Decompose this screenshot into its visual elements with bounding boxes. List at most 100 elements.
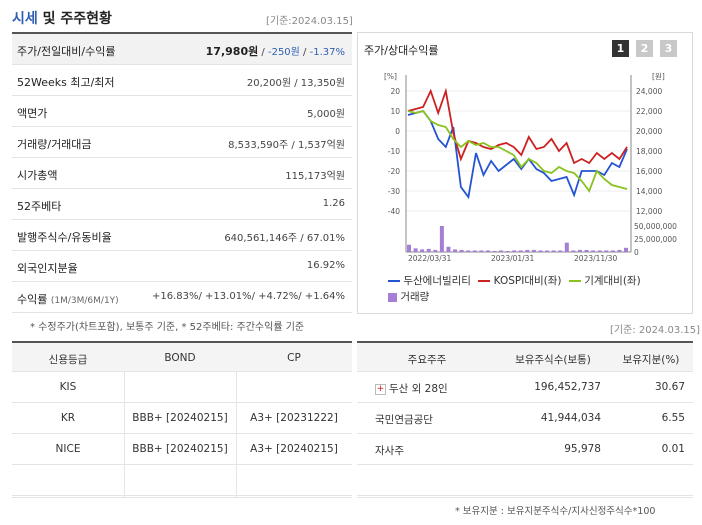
row-label: 거래량/거래대금	[17, 138, 92, 151]
price-row: 52Weeks 최고/최저 20,200원 / 13,350원	[12, 65, 352, 96]
holder-row: 국민연금공단 41,944,034 6.55	[357, 403, 693, 434]
price-row: 거래량/거래대금 8,533,590주 / 1,537억원	[12, 127, 352, 158]
holder-shares: 95,978	[564, 443, 601, 455]
right-tick-label: 24,000	[636, 87, 662, 96]
price-row: 수익률 (1M/3M/6M/1Y) +16.83%/ +13.01%/ +4.72…	[12, 282, 352, 313]
legend-bar-icon	[388, 292, 397, 302]
holder-name: 두산 외 28인	[389, 383, 448, 395]
chart-panel: 주가/상대수익률 1 2 3 [%] [원] 20 10 0 -10 -20 -30 -40…	[357, 32, 693, 314]
row-value: 8,533,590주 / 1,537억원	[228, 140, 345, 151]
volume-bar	[564, 242, 569, 252]
holder-ratio: 6.55	[661, 412, 685, 424]
left-tick-label: -20	[388, 167, 400, 176]
holder-shares: 196,452,737	[534, 381, 601, 393]
chart-tab-2[interactable]: 2	[636, 40, 653, 57]
price-row: 외국인지분율 16.92%	[12, 251, 352, 282]
price-row: 액면가 5,000원	[12, 96, 352, 127]
right-tick-label: 18,000	[636, 147, 662, 156]
chart-legend: 두산에너빌리티 KOSPI대비(좌) 기계대비(좌)	[388, 273, 641, 288]
holder-ratio: 0.01	[661, 443, 685, 455]
row-value: 5,000원	[307, 109, 345, 120]
legend-line-icon	[478, 280, 491, 282]
volume-bar	[426, 248, 431, 252]
holder-shares: 41,944,034	[540, 412, 601, 424]
volume-bar	[525, 249, 530, 252]
series-line-0	[407, 109, 628, 200]
holder-name: 자사주	[375, 445, 404, 457]
series-line-2	[407, 109, 628, 193]
volume-bar	[453, 249, 458, 252]
right-tick-label: 22,000	[636, 107, 662, 116]
price-row: 주가/전일대비/수익률 17,980원 / -250원 / -1.37%	[12, 34, 352, 65]
volume-bar	[407, 244, 411, 252]
row-value: 640,561,146주 / 67.01%	[224, 233, 345, 244]
right-tick-label: 20,000	[636, 127, 662, 136]
left-axis-unit: [%]	[384, 72, 397, 81]
basis-date-right: [기준: 2024.03.15]	[610, 325, 701, 336]
row-value: 16.92%	[306, 260, 345, 271]
x-tick-label: 2023/01/31	[491, 254, 534, 263]
volume-bar	[531, 249, 536, 252]
x-tick-label: 2023/11/30	[574, 254, 617, 263]
volume-bar	[551, 250, 556, 252]
volume-bar	[433, 249, 438, 252]
volume-bar	[558, 250, 563, 252]
x-tick-label: 2022/03/31	[408, 254, 451, 263]
right-tick-label: 12,000	[636, 207, 662, 216]
footnote-right: * 보유지분 : 보유지분주식수/지사신정주식수*100	[455, 506, 656, 517]
left-tick-label: 0	[395, 127, 400, 136]
volume-bar	[459, 249, 464, 252]
volume-bar	[439, 226, 444, 252]
series-line-1	[407, 87, 628, 165]
chart-tab-1[interactable]: 1	[612, 40, 629, 57]
volume-bar	[499, 250, 504, 252]
right-axis-unit: [원]	[652, 72, 665, 81]
left-tick-label: -40	[388, 207, 400, 216]
row-value: 115,173억원	[285, 171, 345, 182]
volume-bar	[446, 246, 451, 252]
credit-header: 신용등급 BOND CP	[12, 341, 352, 372]
volume-bar	[472, 250, 477, 252]
volume-bar	[420, 249, 425, 252]
credit-table: 신용등급 BOND CP KIS KR BBB+ [20240215] A3+ [20…	[12, 341, 352, 498]
volume-bar	[479, 250, 484, 252]
row-label: 주가/전일대비/수익률	[17, 45, 116, 58]
left-tick-label: -30	[388, 187, 400, 196]
volume-bar	[597, 250, 602, 252]
volume-bar	[577, 249, 582, 252]
returns-value: +16.83%/ +13.01%/ +4.72%/ +1.64%	[151, 291, 345, 302]
credit-row: KIS	[12, 372, 352, 403]
price-chart: [%] [원] 20 10 0 -10 -20 -30 -40 24,000 22,000 20,…	[384, 72, 677, 263]
row-label: 수익률 (1M/3M/6M/1Y)	[17, 293, 119, 306]
left-tick-label: 10	[390, 107, 400, 116]
row-label: 발행주식수/유동비율	[17, 231, 112, 244]
row-label: 외국인지분율	[17, 262, 78, 275]
row-label: 52Weeks 최고/최저	[17, 76, 115, 89]
volume-tick-label: 0	[634, 248, 639, 257]
holders-table: 주요주주 보유주식수(보통) 보유지분(%) + 두산 외 28인 196,452,…	[357, 341, 693, 498]
volume-tick-label: 50,000,000	[634, 222, 677, 231]
row-value: 1.26	[322, 198, 345, 209]
credit-row: KR BBB+ [20240215] A3+ [20231222]	[12, 403, 352, 434]
volume-bar	[512, 250, 517, 252]
right-tick-label: 14,000	[636, 187, 662, 196]
left-tick-label: -10	[388, 147, 400, 156]
basis-date: [기준:2024.03.15]	[266, 16, 353, 27]
volume-bar	[571, 250, 576, 252]
chart-tab-3[interactable]: 3	[660, 40, 677, 57]
page-title: 시세 및 주주현황	[12, 11, 112, 27]
left-tick-label: 20	[390, 87, 400, 96]
volume-bar	[492, 250, 497, 252]
volume-bar	[485, 250, 490, 252]
volume-bar	[624, 247, 628, 252]
volume-bar	[538, 250, 543, 252]
expand-icon[interactable]: +	[375, 383, 386, 395]
price-row: 발행주식수/유동비율 640,561,146주 / 67.01%	[12, 220, 352, 251]
volume-bar	[466, 250, 471, 252]
volume-bar	[610, 250, 615, 252]
holder-name: 국민연금공단	[375, 414, 433, 426]
credit-row	[12, 465, 352, 496]
price-value: 17,980원 / -250원 / -1.37%	[205, 45, 345, 58]
volume-bar	[584, 249, 589, 252]
footnote-left: * 수정주가(차트포함), 보통주 기준, * 52주베타: 주간수익률 기준	[30, 322, 305, 333]
